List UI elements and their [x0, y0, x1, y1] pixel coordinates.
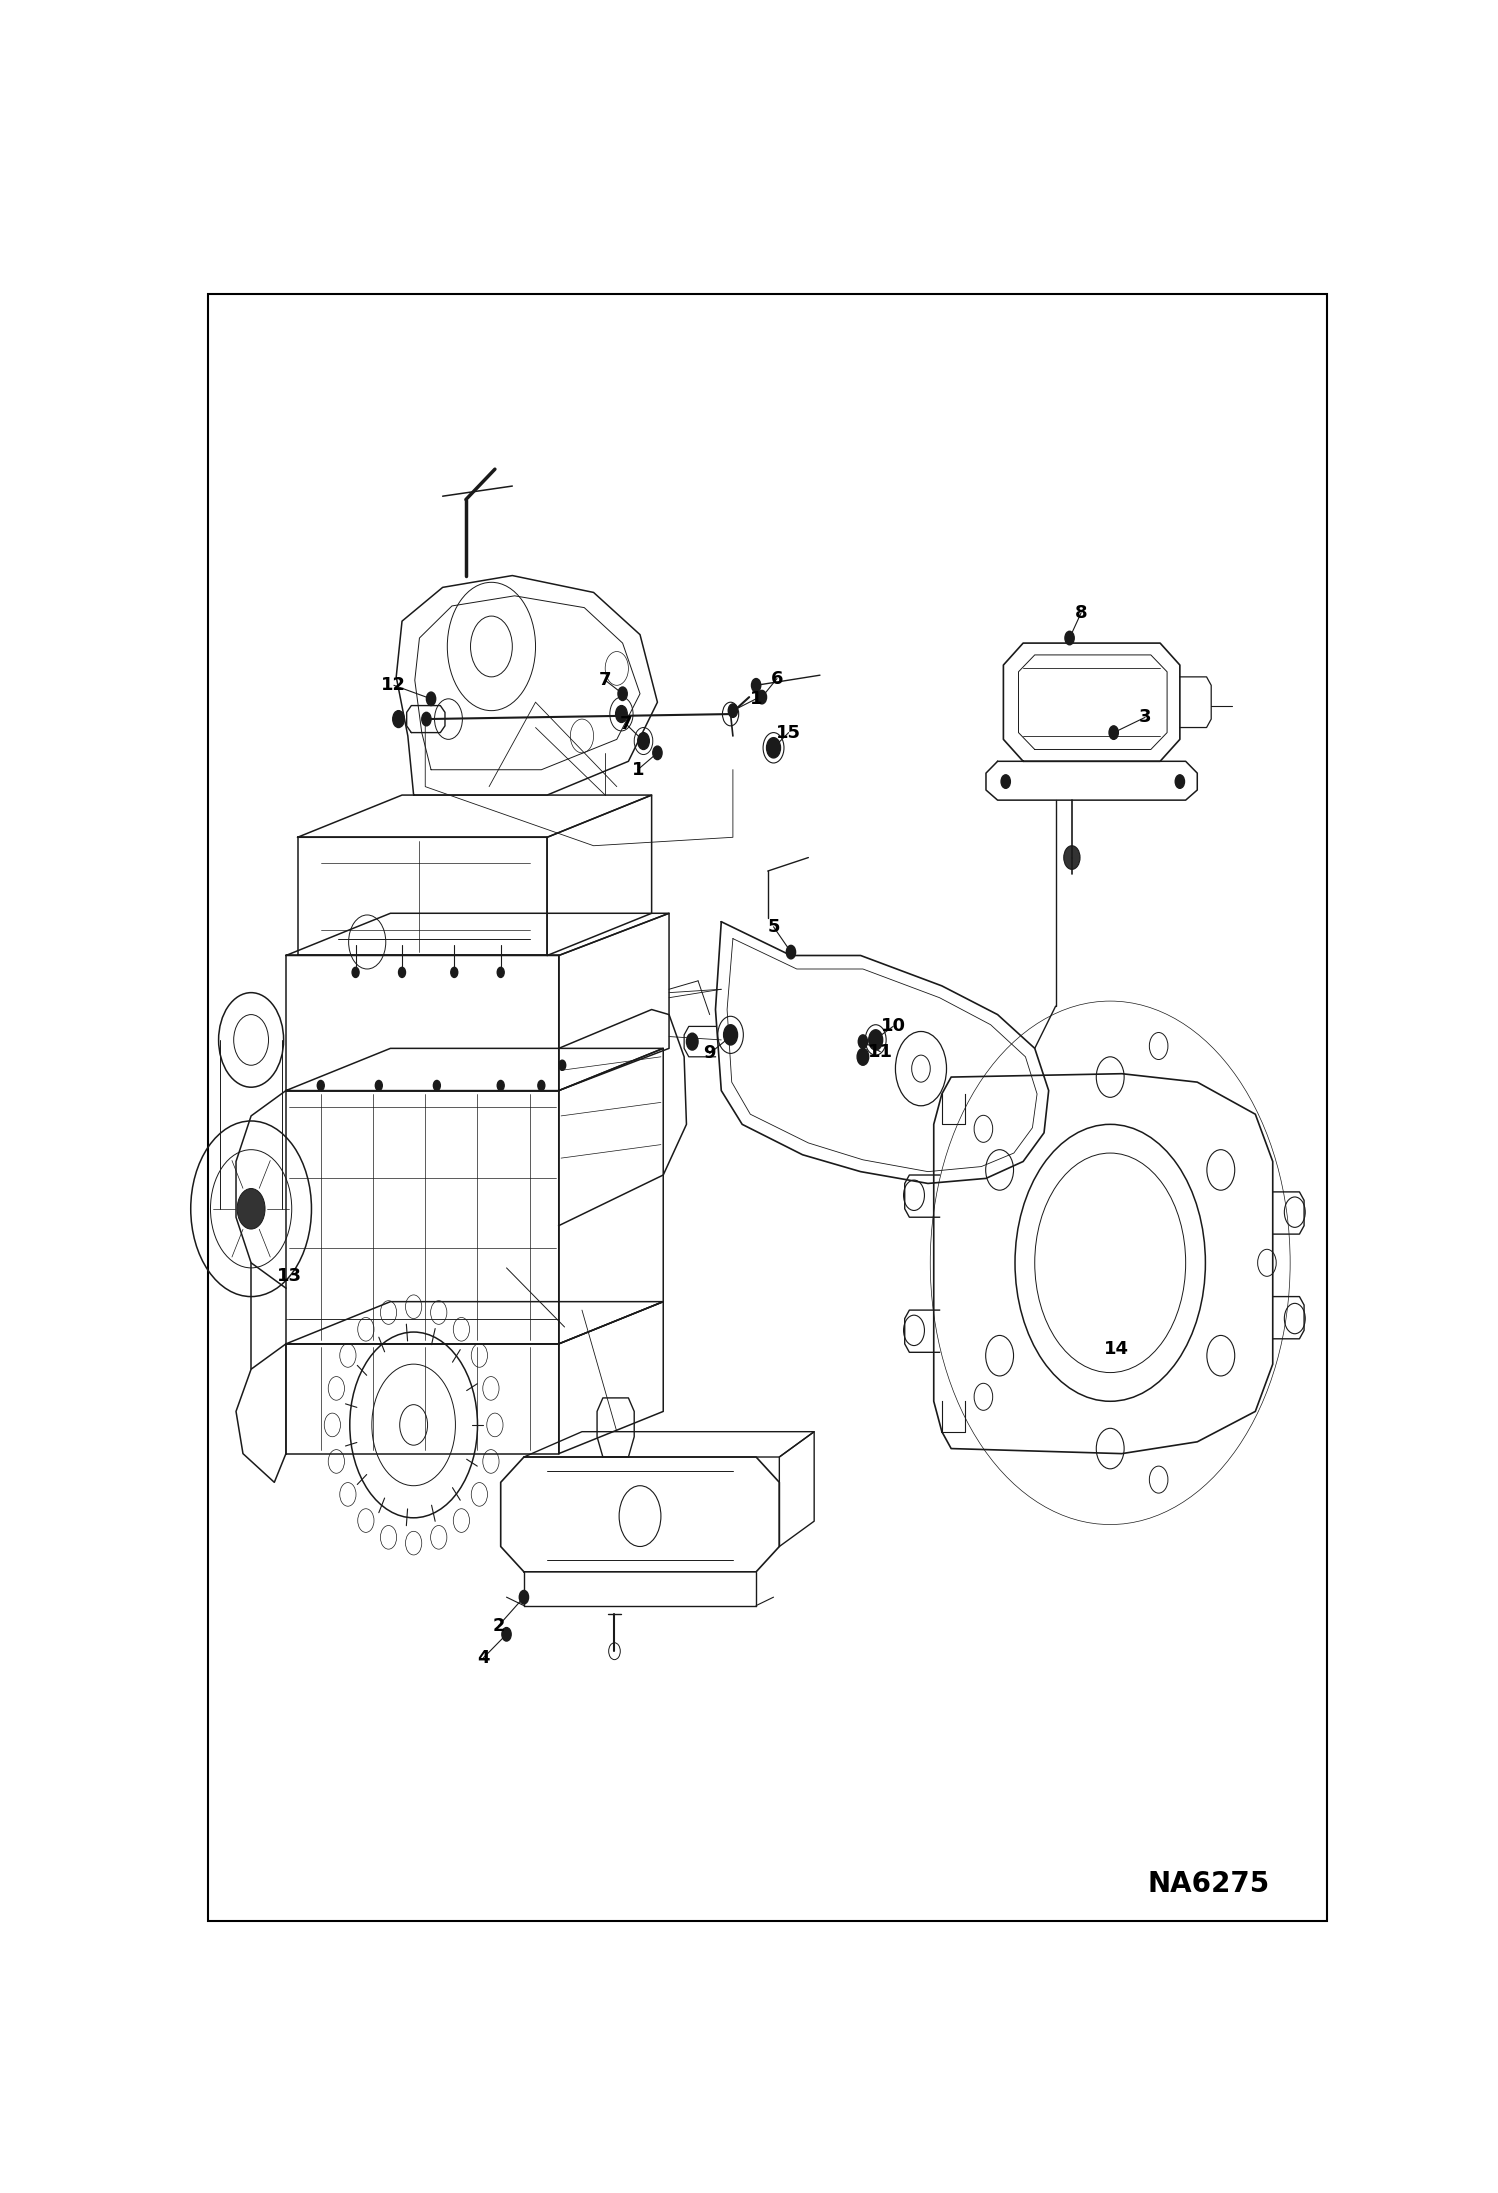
Text: 7: 7	[620, 715, 632, 732]
Circle shape	[538, 1081, 545, 1090]
Circle shape	[869, 1031, 882, 1050]
Circle shape	[870, 1033, 879, 1046]
Text: 13: 13	[277, 1268, 303, 1285]
Circle shape	[638, 732, 649, 750]
Circle shape	[1064, 846, 1080, 868]
Text: 1: 1	[750, 691, 762, 708]
Text: 7: 7	[599, 671, 611, 689]
Text: 6: 6	[771, 669, 783, 689]
Circle shape	[767, 737, 780, 759]
Text: 14: 14	[1104, 1340, 1128, 1357]
Circle shape	[392, 711, 404, 728]
Circle shape	[786, 945, 795, 958]
Circle shape	[427, 693, 436, 706]
Text: 9: 9	[704, 1044, 716, 1061]
Text: NA6275: NA6275	[1147, 1871, 1270, 1899]
Text: 8: 8	[1076, 603, 1088, 621]
Text: 11: 11	[867, 1042, 893, 1061]
Circle shape	[1109, 726, 1119, 739]
Circle shape	[619, 686, 628, 700]
Circle shape	[1065, 632, 1074, 645]
Circle shape	[638, 735, 649, 748]
Circle shape	[398, 967, 406, 978]
Circle shape	[422, 713, 431, 726]
Circle shape	[858, 1035, 867, 1048]
Circle shape	[376, 1081, 382, 1090]
Circle shape	[728, 704, 737, 717]
Circle shape	[502, 1627, 511, 1640]
Circle shape	[497, 967, 505, 978]
Circle shape	[616, 706, 628, 721]
Text: 4: 4	[476, 1649, 490, 1667]
Circle shape	[352, 967, 360, 978]
Text: 1: 1	[632, 761, 644, 779]
Circle shape	[686, 1033, 698, 1050]
Circle shape	[1176, 774, 1185, 787]
Text: 2: 2	[493, 1616, 505, 1634]
Text: 15: 15	[776, 724, 801, 741]
Circle shape	[857, 1048, 869, 1066]
Circle shape	[520, 1590, 529, 1603]
Circle shape	[758, 691, 767, 704]
Circle shape	[768, 741, 777, 754]
Circle shape	[1001, 774, 1010, 787]
Circle shape	[451, 967, 458, 978]
Circle shape	[237, 1189, 265, 1228]
Circle shape	[433, 1081, 440, 1090]
Circle shape	[724, 1024, 737, 1046]
Text: 3: 3	[1138, 708, 1152, 726]
Circle shape	[727, 1031, 736, 1044]
Circle shape	[318, 1081, 324, 1090]
Circle shape	[653, 746, 662, 759]
Circle shape	[752, 678, 761, 693]
Circle shape	[497, 1081, 505, 1090]
Circle shape	[559, 1059, 566, 1070]
Text: 5: 5	[767, 919, 780, 936]
Text: 12: 12	[382, 675, 406, 695]
Text: 10: 10	[881, 1018, 906, 1035]
